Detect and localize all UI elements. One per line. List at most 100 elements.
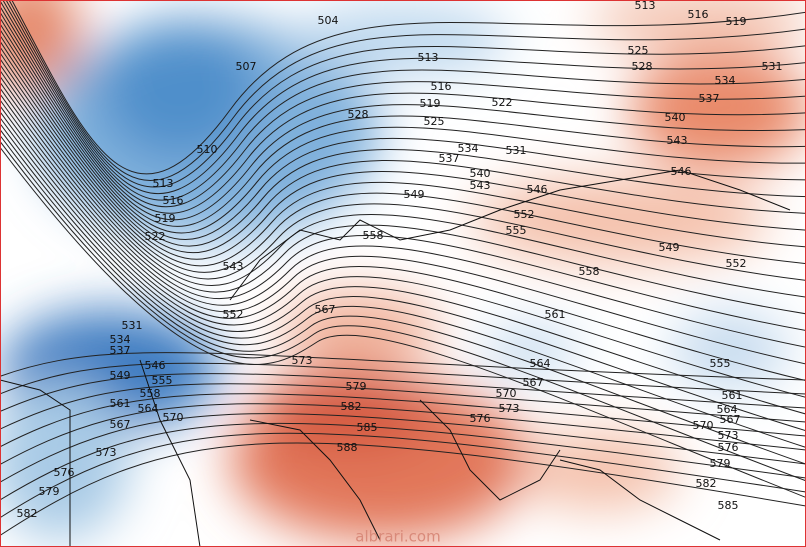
contour-label: 570 xyxy=(163,411,184,424)
contour-label: 537 xyxy=(110,344,131,357)
contour-label: 558 xyxy=(140,387,161,400)
contour-label: 561 xyxy=(545,308,566,321)
contour-label: 570 xyxy=(693,419,714,432)
contour-label: 576 xyxy=(718,441,739,454)
contour-line xyxy=(0,122,806,432)
contour-label: 513 xyxy=(418,51,439,64)
contour-line xyxy=(0,134,806,465)
contour-label: 549 xyxy=(110,369,131,382)
contour-line xyxy=(0,81,806,315)
contour-line xyxy=(0,140,806,482)
coastlines xyxy=(0,169,791,547)
contour-label: 573 xyxy=(292,354,313,367)
contour-label: 522 xyxy=(492,96,513,109)
contour-label: 543 xyxy=(223,260,244,273)
contour-label: 552 xyxy=(514,208,535,221)
contour-line xyxy=(0,28,806,234)
contour-label: 555 xyxy=(710,357,731,370)
contour-label: 564 xyxy=(717,403,738,416)
contour-label: 567 xyxy=(315,303,336,316)
contour-label: 507 xyxy=(236,60,257,73)
contour-label: 522 xyxy=(145,230,166,243)
contour-label: 573 xyxy=(718,429,739,442)
contour-label: 525 xyxy=(628,44,649,57)
contour-label: 531 xyxy=(762,60,783,73)
watermark: albrari.com xyxy=(355,528,440,546)
contour-line xyxy=(0,0,806,201)
contour-line xyxy=(0,69,806,281)
contour-label: 588 xyxy=(337,441,358,454)
contour-label: 513 xyxy=(153,177,174,190)
contour-label: 564 xyxy=(138,402,159,415)
contour-line xyxy=(0,22,806,227)
contour-label: 528 xyxy=(632,60,653,73)
contour-line xyxy=(0,403,806,466)
contour-label: 561 xyxy=(110,397,131,410)
contour-line xyxy=(5,0,806,188)
contour-line xyxy=(0,40,806,247)
contour-label: 513 xyxy=(635,0,656,12)
contour-line xyxy=(0,11,806,214)
contour-line xyxy=(0,373,806,413)
contour-line xyxy=(0,442,806,537)
contour-label: 516 xyxy=(163,194,184,207)
contour-label: 582 xyxy=(17,507,38,520)
contour-line xyxy=(0,362,806,395)
contour-label: 534 xyxy=(458,142,479,155)
contour-label: 567 xyxy=(720,413,741,426)
contour-label: 579 xyxy=(710,457,731,470)
contour-label: 519 xyxy=(155,212,176,225)
contour-line xyxy=(0,128,806,448)
contour-line xyxy=(0,5,806,208)
contour-label: 543 xyxy=(470,179,491,192)
contour-label: 576 xyxy=(470,412,491,425)
contour-label: 525 xyxy=(424,115,445,128)
contour-line xyxy=(0,87,806,331)
contour-label: 579 xyxy=(39,485,60,498)
contour-label: 579 xyxy=(346,380,367,393)
contour-line xyxy=(0,98,806,365)
contour-label: 543 xyxy=(667,134,688,147)
contour-line xyxy=(0,104,806,382)
contour-line xyxy=(0,51,806,260)
contour-label: 558 xyxy=(579,265,600,278)
contour-label: 567 xyxy=(110,418,131,431)
contour-label: 558 xyxy=(363,229,384,242)
contour-label: 582 xyxy=(696,477,717,490)
contour-label: 585 xyxy=(357,421,378,434)
contour-label: 516 xyxy=(688,8,709,21)
contour-line xyxy=(8,0,806,182)
contour-line xyxy=(0,413,806,483)
contour-label: 564 xyxy=(530,357,551,370)
contour-label: 540 xyxy=(665,111,686,124)
contour-label: 531 xyxy=(122,319,143,332)
contour-label: 561 xyxy=(722,389,743,402)
contour-line xyxy=(0,422,806,501)
contour-label: 534 xyxy=(110,333,131,346)
contour-label: 585 xyxy=(718,499,739,512)
contour-line xyxy=(0,393,806,448)
contour-label: 546 xyxy=(527,183,548,196)
contour-label: 537 xyxy=(699,92,720,105)
contour-label: 573 xyxy=(499,402,520,415)
contour-line xyxy=(0,57,806,267)
contour-label: 546 xyxy=(671,165,692,178)
contour-line xyxy=(0,93,806,348)
contour-label: 555 xyxy=(506,224,527,237)
contour-line xyxy=(0,432,806,519)
contour-label: 549 xyxy=(404,188,425,201)
contour-label: 552 xyxy=(726,257,747,270)
contour-label: 528 xyxy=(348,108,369,121)
contour-line xyxy=(0,46,806,254)
contour-label: 540 xyxy=(470,167,491,180)
contour-label: 567 xyxy=(523,376,544,389)
contour-line xyxy=(11,0,806,175)
contour-line xyxy=(0,110,806,398)
contour-label: 519 xyxy=(420,97,441,110)
contour-line xyxy=(0,75,806,298)
contour-label: 549 xyxy=(659,241,680,254)
contour-label: 537 xyxy=(439,152,460,165)
